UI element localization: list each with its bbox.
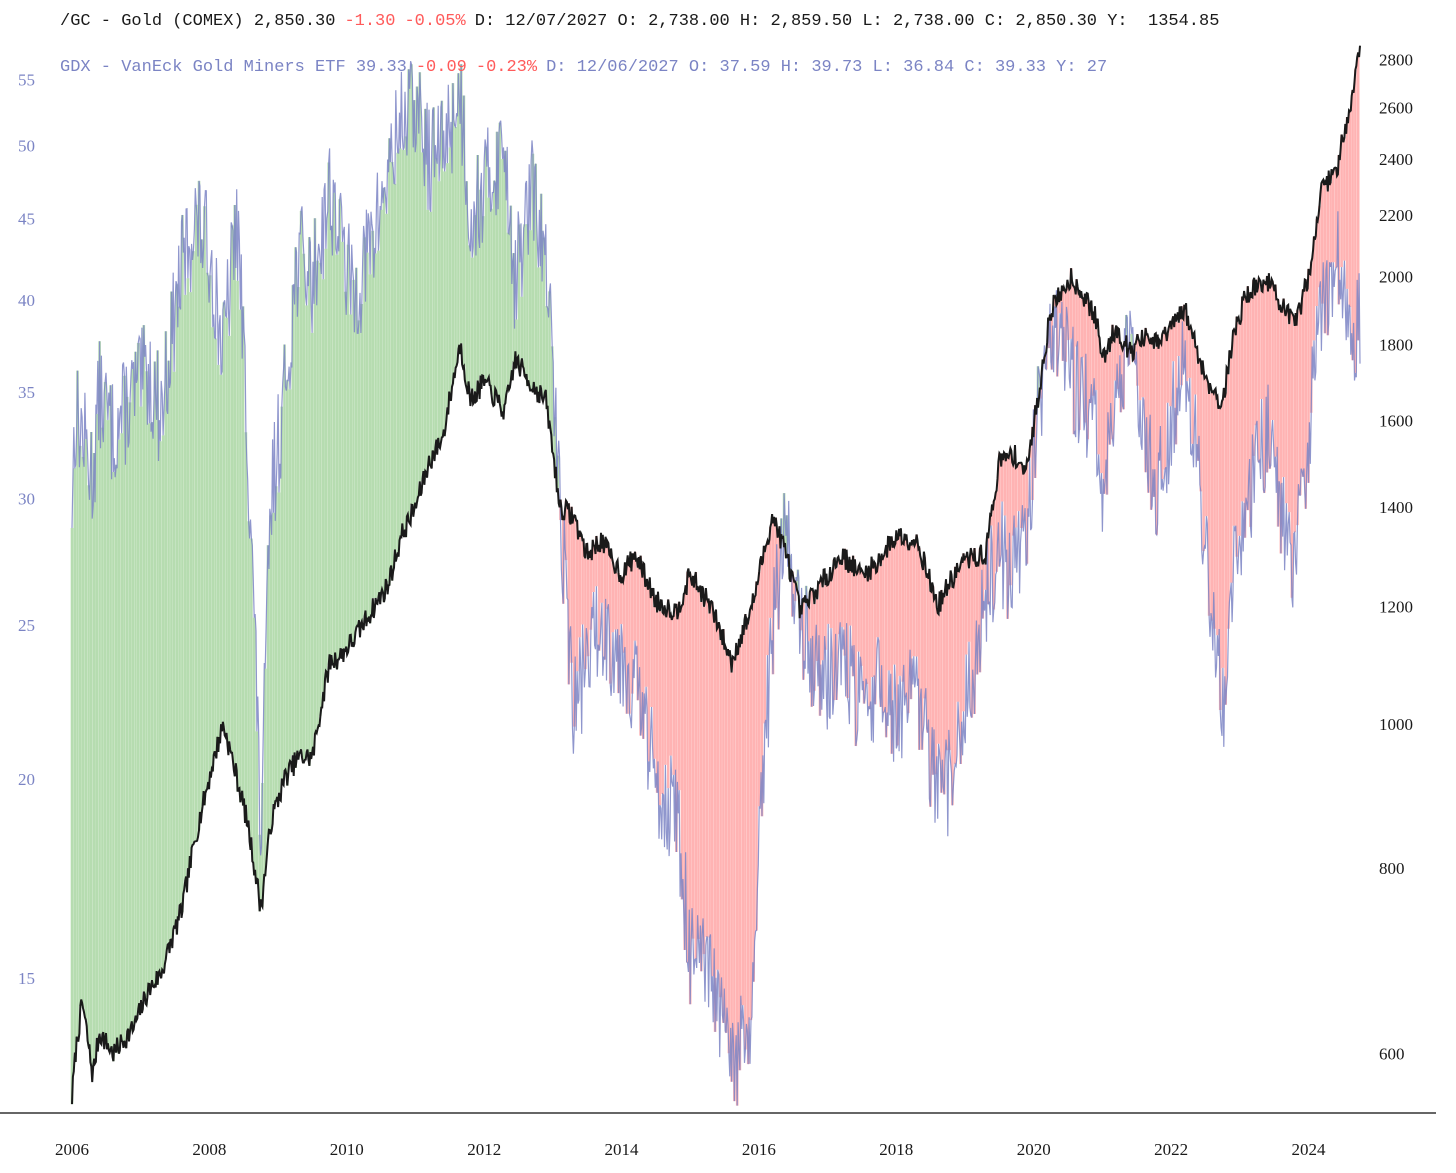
x-tick-label: 2016 xyxy=(742,1140,776,1159)
left-y-tick-label: 50 xyxy=(18,137,35,156)
gold-header-change: -1.30 xyxy=(344,12,395,31)
x-tick-label: 2018 xyxy=(879,1140,913,1159)
left-y-tick-label: 40 xyxy=(18,291,35,310)
left-y-tick-label: 45 xyxy=(18,209,35,228)
right-y-tick-label: 1400 xyxy=(1379,498,1413,517)
x-tick-label: 2012 xyxy=(467,1140,501,1159)
gdx-header-change-pct: -0.23% xyxy=(476,58,538,77)
left-y-tick-label: 15 xyxy=(18,969,35,988)
gdx-series-line xyxy=(71,61,1361,1106)
x-tick-label: 2010 xyxy=(330,1140,364,1159)
left-y-tick-label: 25 xyxy=(18,616,35,635)
right-y-tick-label: 2000 xyxy=(1379,268,1413,287)
gold-header-change-pct: -0.05% xyxy=(404,12,466,31)
x-tick-label: 2024 xyxy=(1292,1140,1327,1159)
right-y-tick-label: 1600 xyxy=(1379,412,1413,431)
right-y-tick-label: 600 xyxy=(1379,1045,1405,1064)
left-y-tick-label: 35 xyxy=(18,383,35,402)
right-y-tick-label: 800 xyxy=(1379,859,1405,878)
gold-header-symbol: /GC - Gold (COMEX) 2,850.30 xyxy=(60,12,335,31)
x-tick-label: 2006 xyxy=(55,1140,89,1159)
gold-line-layer xyxy=(71,45,1361,1105)
gdx-header-symbol: GDX - VanEck Gold Miners ETF 39.33 xyxy=(60,58,407,77)
right-y-tick-label: 2400 xyxy=(1379,150,1413,169)
right-y-tick-label: 1800 xyxy=(1379,336,1413,355)
gdx-header-change: -0.09 xyxy=(416,58,467,77)
gdx-header: GDX - VanEck Gold Miners ETF 39.33 -0.09-… xyxy=(60,58,1107,77)
x-tick-label: 2020 xyxy=(1017,1140,1051,1159)
left-y-tick-label: 30 xyxy=(18,490,35,509)
x-tick-label: 2022 xyxy=(1154,1140,1188,1159)
gdx-line-layer xyxy=(71,61,1361,1106)
right-y-tick-label: 2200 xyxy=(1379,206,1413,225)
axis-layer: 2006 2008 2010 2012 2014 2016 2018 2020 2022 2024… xyxy=(0,51,1436,1159)
gdx-header-details: D: 12/06/2027 O: 37.59 H: 39.73 L: 36.84… xyxy=(546,58,1107,77)
gold-header: /GC - Gold (COMEX) 2,850.30 -1.30 -0.05% D:… xyxy=(60,12,1219,31)
right-y-tick-label: 1000 xyxy=(1379,715,1413,734)
right-y-tick-label: 2600 xyxy=(1379,98,1413,117)
right-y-tick-label: 2800 xyxy=(1379,51,1413,70)
x-tick-label: 2014 xyxy=(605,1140,640,1159)
gold-header-details: D: 12/07/2027 O: 2,738.00 H: 2,859.50 L:… xyxy=(475,12,1220,31)
right-y-tick-label: 1200 xyxy=(1379,597,1413,616)
x-tick-label: 2008 xyxy=(192,1140,226,1159)
left-y-tick-label: 20 xyxy=(18,770,35,789)
left-y-tick-label: 55 xyxy=(18,71,35,90)
gold-series-line xyxy=(71,45,1361,1105)
